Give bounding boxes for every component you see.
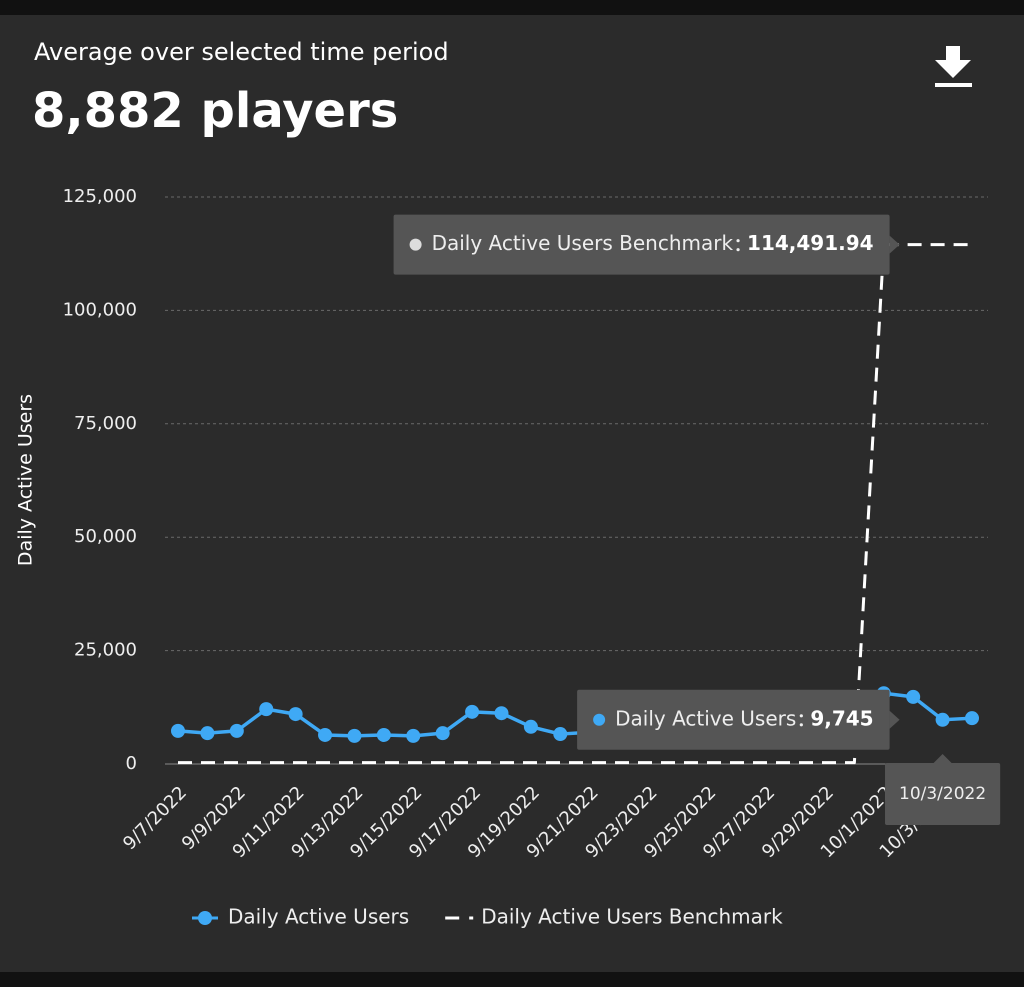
y-axis-label: Daily Active Users: [15, 394, 37, 566]
tooltip-dot: [593, 713, 606, 726]
tooltip-arrow: [889, 235, 900, 254]
tooltip-colon: [799, 723, 803, 727]
tooltip-colon: [736, 239, 740, 243]
tooltip-name: Daily Active Users Benchmark: [432, 231, 734, 255]
point: [906, 689, 921, 704]
y-tick-label: 125,000: [63, 186, 137, 207]
date-tooltip-arrow: [933, 754, 952, 763]
legend-label: Daily Active Users Benchmark: [481, 905, 783, 929]
tooltip-colon: [799, 714, 803, 718]
point: [318, 727, 333, 742]
point: [935, 712, 950, 727]
y-tick-label: 100,000: [63, 299, 137, 320]
date-tooltip-box: [885, 763, 1001, 825]
legend-label: Daily Active Users: [228, 905, 409, 929]
tooltip-value: 9,745: [810, 706, 873, 730]
point: [171, 723, 185, 738]
point: [259, 702, 274, 717]
subtitle: Average over selected time period: [34, 38, 449, 66]
tooltip-colon: [736, 248, 740, 252]
point: [494, 706, 509, 721]
download-icon: [935, 46, 971, 78]
download-button[interactable]: [925, 40, 981, 92]
tooltip-arrow: [889, 710, 900, 729]
tooltip-dot: [409, 238, 422, 251]
y-tick-label: 0: [126, 753, 137, 774]
point: [435, 726, 450, 741]
point: [406, 728, 421, 743]
point: [347, 728, 362, 743]
point: [523, 719, 538, 734]
point: [553, 727, 568, 742]
legend: Daily Active Users Daily Active Users Ben…: [192, 905, 783, 929]
y-tick-label: 50,000: [74, 526, 137, 547]
title: 8,882 players: [32, 83, 398, 139]
point: [288, 707, 303, 722]
point: [376, 727, 391, 742]
point: [229, 723, 244, 738]
tooltip-box: [393, 214, 890, 275]
download-bar: [935, 83, 972, 87]
point: [965, 711, 979, 726]
tooltip-name: Daily Active Users: [615, 706, 796, 730]
tooltip-value: 114,491.94: [747, 231, 874, 255]
y-tick-label: 75,000: [74, 413, 137, 434]
date-tooltip: 10/3/2022: [885, 754, 1001, 825]
tooltip: Daily Active Users 9,745: [577, 689, 900, 750]
y-tick-label: 25,000: [74, 640, 137, 661]
legend-marker: [198, 911, 212, 925]
tooltip-box: [577, 689, 890, 750]
point: [465, 704, 480, 719]
tooltip: Daily Active Users Benchmark 114,491.94: [393, 214, 900, 275]
panel: [0, 15, 1024, 972]
point: [200, 726, 215, 741]
benchmark-line: [178, 243, 972, 765]
date-tooltip-text: 10/3/2022: [899, 784, 986, 804]
